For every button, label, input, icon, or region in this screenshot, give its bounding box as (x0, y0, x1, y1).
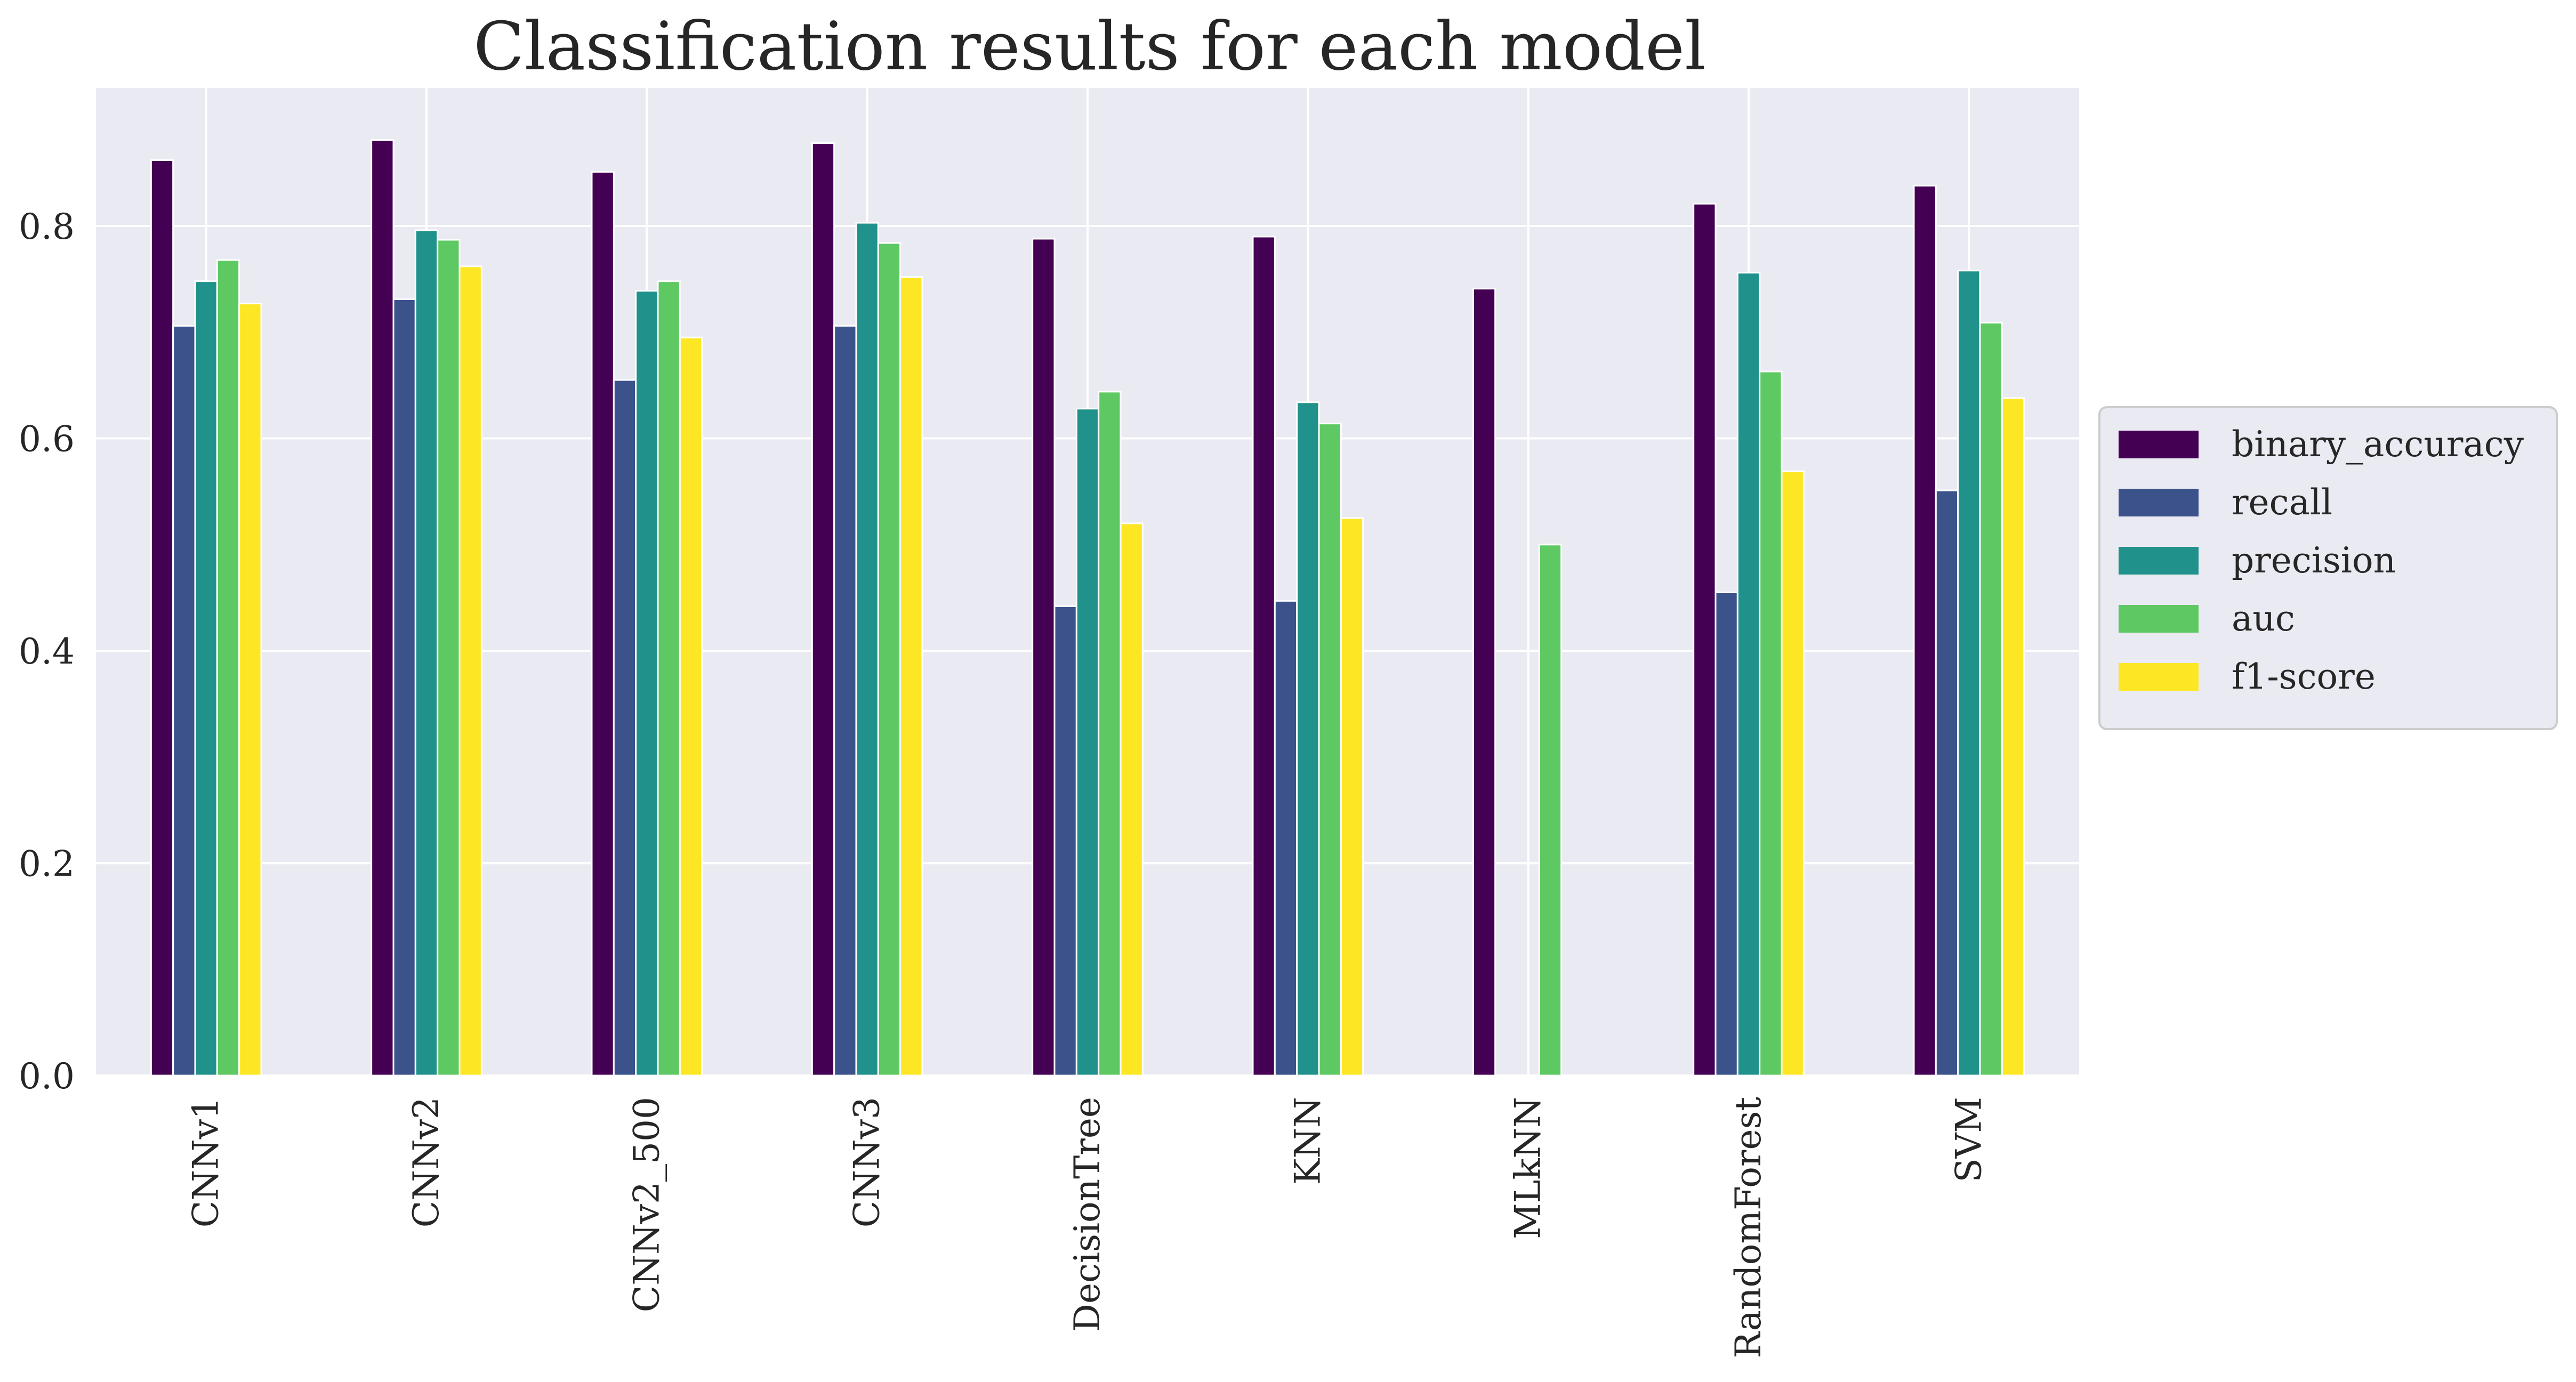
x-tick-label: CNNv2 (406, 1097, 447, 1227)
bar-auc (1318, 423, 1342, 1077)
legend-swatch-precision (2119, 547, 2199, 575)
legend-swatch-f1-score (2119, 663, 2199, 691)
bar-f1-score (458, 265, 482, 1077)
bar-f1-score (1340, 517, 1364, 1077)
bar-f1-score (679, 336, 703, 1077)
bar-precision (1957, 270, 1981, 1077)
bar-binary_accuracy (591, 171, 615, 1077)
bar-recall (392, 298, 416, 1077)
bar-precision (194, 280, 218, 1077)
bar-binary_accuracy (1693, 203, 1717, 1077)
bar-precision (855, 222, 879, 1077)
x-tick-label: SVM (1948, 1097, 1989, 1182)
bar-f1-score (1781, 470, 1805, 1077)
bar-precision (1075, 408, 1100, 1077)
legend-swatch-recall (2119, 489, 2199, 516)
x-axis: CNNv1 CNNv2 CNNv2_500 CNNv3 DecisionTree KNN M… (186, 1097, 1990, 1359)
bar-auc (1979, 321, 2003, 1077)
x-tick-label: MLkNN (1508, 1097, 1549, 1239)
legend-box (2098, 406, 2558, 730)
bar-auc (216, 259, 240, 1077)
bar-binary_accuracy (811, 142, 835, 1077)
legend-swatch-binary_accuracy (2119, 431, 2199, 458)
bar-binary_accuracy (1913, 184, 1937, 1077)
legend-label-f1-score: f1-score (2232, 656, 2376, 697)
bar-recall (1714, 591, 1738, 1077)
bar-auc (877, 242, 901, 1077)
y-tick-label: 0.0 (19, 1056, 75, 1097)
bar-auc (437, 239, 461, 1077)
bar-binary_accuracy (1032, 238, 1056, 1077)
bar-binary_accuracy (1472, 288, 1496, 1077)
y-axis: 0.0 0.2 0.4 0.6 0.8 (19, 206, 75, 1097)
bar-precision (414, 229, 439, 1077)
legend-label-auc: auc (2232, 598, 2295, 639)
bar-auc (1098, 391, 1122, 1077)
x-tick-label: CNNv3 (847, 1097, 888, 1227)
bar-auc (1759, 370, 1783, 1077)
bar-f1-score (2001, 397, 2025, 1077)
legend-swatch-auc (2119, 605, 2199, 633)
chart-title: Classification results for each model (473, 8, 1706, 85)
bar-recall (833, 325, 857, 1077)
bar-binary_accuracy (371, 139, 395, 1077)
bar-f1-score (899, 276, 923, 1077)
bar-recall (1053, 605, 1077, 1077)
bar-precision (1736, 272, 1761, 1077)
x-tick-label: KNN (1287, 1097, 1328, 1185)
bar-f1-score (1120, 522, 1144, 1077)
y-tick-label: 0.8 (19, 206, 75, 247)
legend-label-binary_accuracy: binary_accuracy (2232, 424, 2524, 465)
bar-recall (172, 325, 196, 1077)
bar-recall (613, 379, 637, 1077)
legend-label-recall: recall (2232, 482, 2332, 523)
x-tick-label: CNNv2_500 (626, 1097, 667, 1312)
y-tick-label: 0.2 (19, 844, 75, 885)
y-tick-label: 0.4 (19, 631, 75, 672)
bar-precision (1296, 401, 1320, 1077)
bar-binary_accuracy (1252, 236, 1276, 1077)
bar-f1-score (238, 302, 262, 1077)
bars (150, 139, 2025, 1077)
bar-recall (1274, 600, 1298, 1077)
bar-binary_accuracy (150, 159, 174, 1077)
bar-auc (1538, 544, 1563, 1077)
y-tick-label: 0.6 (19, 419, 75, 460)
bar-recall (1935, 489, 1959, 1077)
bar-precision (635, 290, 659, 1077)
x-tick-label: RandomForest (1728, 1097, 1769, 1359)
legend-label-precision: precision (2232, 540, 2396, 581)
bar-auc (657, 280, 681, 1077)
x-tick-label: DecisionTree (1067, 1097, 1108, 1332)
x-tick-label: CNNv1 (186, 1097, 227, 1227)
